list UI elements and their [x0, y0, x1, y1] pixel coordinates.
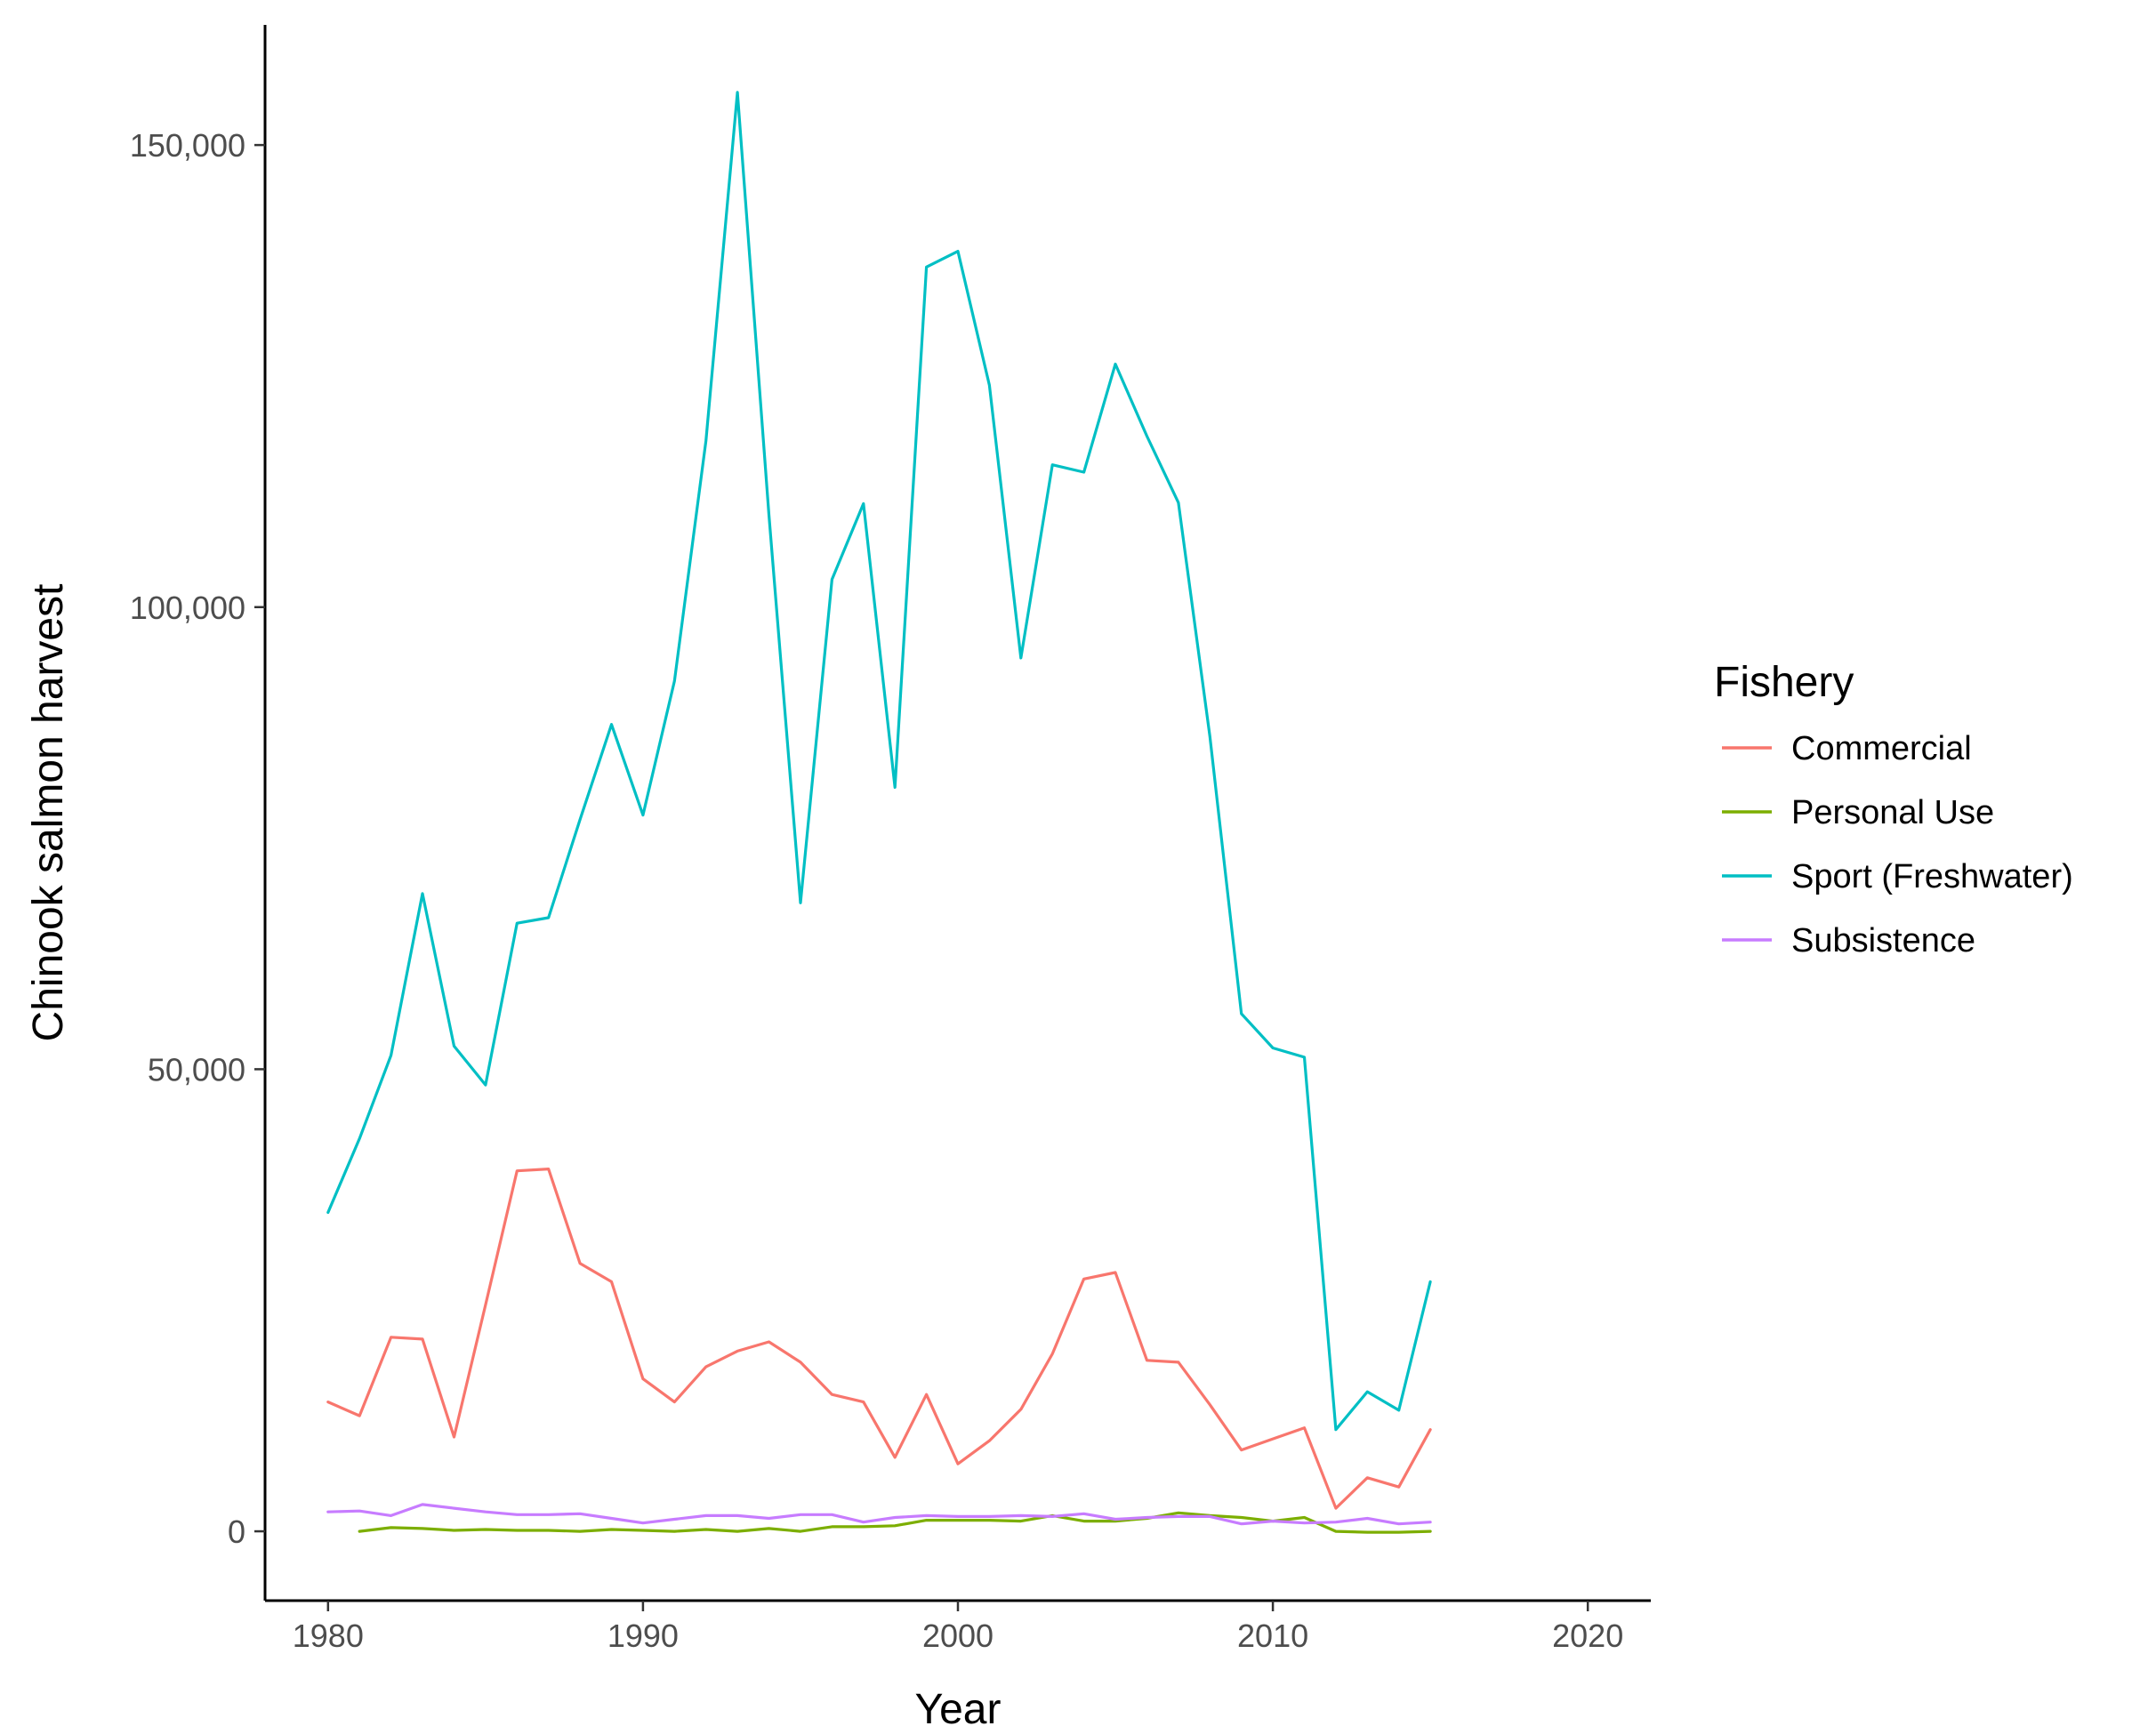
- series-line-subsistence: [326, 1503, 1432, 1526]
- x-axis-title: Year: [915, 1686, 1002, 1726]
- legend-items: Commercial Personal Use Sport (Freshwater)…: [1722, 730, 2073, 959]
- x-tick-label: 1980: [293, 1618, 364, 1654]
- plot-area: [326, 91, 1432, 1534]
- y-tick-label: 100,000: [130, 590, 245, 626]
- x-tick-label: 2010: [1237, 1618, 1308, 1654]
- series-line-personal-use: [358, 1511, 1432, 1534]
- y-tick-label: 50,000: [148, 1051, 245, 1088]
- legend-label-commercial: Commercial: [1791, 730, 1972, 767]
- series-line-sport-freshwater: [326, 91, 1432, 1432]
- legend-label-sport-freshwater: Sport (Freshwater): [1791, 858, 2073, 895]
- series-line-commercial: [326, 1167, 1432, 1510]
- legend-title: Fishery: [1714, 659, 1854, 706]
- x-axis-ticks: 1980 1990 2000 2010 2020: [293, 1601, 1623, 1654]
- y-tick-label: 150,000: [130, 127, 245, 164]
- y-tick-label: 0: [228, 1513, 245, 1550]
- y-axis-title: Chinook salmon harvest: [25, 584, 72, 1042]
- legend: Fishery Commercial Personal Use Sport (Fre…: [1714, 659, 2073, 959]
- series-lines: [326, 91, 1432, 1534]
- x-tick-label: 2020: [1552, 1618, 1623, 1654]
- legend-label-personal-use: Personal Use: [1791, 794, 1994, 831]
- x-tick-label: 1990: [607, 1618, 679, 1654]
- legend-label-subsistence: Subsistence: [1791, 922, 1975, 959]
- y-axis-ticks: 0 50,000 100,000 150,000: [130, 127, 265, 1550]
- x-tick-label: 2000: [922, 1618, 994, 1654]
